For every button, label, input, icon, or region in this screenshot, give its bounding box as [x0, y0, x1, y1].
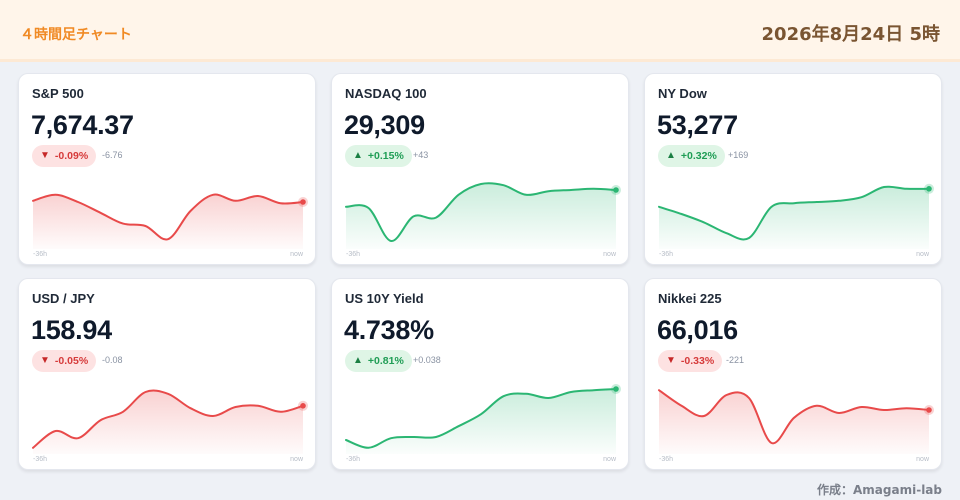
change-abs: +169 [728, 150, 749, 160]
axis-end-label: now [290, 456, 303, 463]
sparkline-line [32, 193, 304, 241]
arrow-up-icon: ▲ [666, 150, 676, 161]
last-point-dot [926, 186, 932, 192]
header-date: 2026年8月24日 5時 [761, 24, 940, 45]
axis-end-label: now [916, 456, 929, 463]
card-nikkei225[interactable]: Nikkei 225 66,016 ▼ -0.33% -221 -36h now [644, 278, 942, 470]
card-name: S&P 500 [32, 86, 84, 101]
card-grid: S&P 500 7,674.37 ▼ -0.09% -6.76 -36h now… [18, 73, 943, 470]
change-pct: +0.81% [367, 355, 404, 367]
card-nydow[interactable]: NY Dow 53,277 ▲ +0.32% +169 -36h now [644, 73, 942, 265]
sparkline-line [658, 185, 930, 241]
change-badge: ▼ -0.33% [658, 350, 723, 372]
change-pct: +0.32% [680, 150, 717, 162]
card-name: US 10Y Yield [345, 291, 424, 306]
axis-end-label: now [916, 251, 929, 258]
card-value: 4.738% [344, 315, 434, 345]
axis-start-label: -36h [659, 251, 674, 258]
sparkline-line [32, 389, 304, 449]
change-abs: -221 [726, 355, 745, 365]
card-name: NY Dow [658, 86, 707, 101]
axis-start-label: -36h [659, 456, 674, 463]
card-value: 7,674.37 [31, 110, 134, 140]
sparkline-area [659, 186, 929, 249]
sparkline-area [346, 389, 616, 454]
axis-start-label: -36h [346, 251, 361, 258]
card-name: Nikkei 225 [658, 291, 722, 306]
sparkline-chart [32, 389, 308, 454]
sparkline-chart [658, 183, 934, 249]
axis-end-label: now [603, 251, 616, 258]
card-value: 29,309 [344, 110, 425, 140]
axis-start-label: -36h [346, 456, 361, 463]
sparkline-line [345, 182, 617, 242]
axis-start-label: -36h [33, 251, 48, 258]
card-value: 66,016 [657, 315, 738, 345]
last-point-dot [613, 386, 619, 392]
change-badge: ▲ +0.81% [345, 350, 412, 372]
sparkline-chart [658, 389, 934, 454]
change-abs: -6.76 [102, 150, 123, 160]
arrow-up-icon: ▲ [353, 150, 363, 161]
sparkline-area [33, 390, 303, 454]
card-value: 53,277 [657, 110, 738, 140]
sparkline-chart [32, 193, 308, 249]
sparkline-area [659, 390, 929, 454]
change-pct: -0.33% [680, 355, 715, 367]
arrow-down-icon: ▼ [666, 355, 676, 366]
change-badge: ▲ +0.32% [658, 145, 725, 167]
change-pct: -0.09% [54, 150, 89, 162]
card-us10y-yield[interactable]: US 10Y Yield 4.738% ▲ +0.81% +0.038 -36h… [331, 278, 629, 470]
card-usdjpy[interactable]: USD / JPY 158.94 ▼ -0.05% -0.08 -36h now [18, 278, 316, 470]
page-title: ４時間足チャート [20, 27, 132, 43]
last-point-dot [613, 187, 619, 193]
last-point-dot [300, 199, 306, 205]
change-badge: ▲ +0.15% [345, 145, 412, 167]
change-pct: -0.05% [54, 355, 89, 367]
change-abs: -0.08 [102, 355, 123, 365]
last-point-dot [300, 403, 306, 409]
footer-credit: 作成：Amagami-lab [817, 483, 942, 497]
change-abs: +0.038 [413, 355, 441, 365]
change-badge: ▼ -0.09% [32, 145, 97, 167]
axis-end-label: now [290, 251, 303, 258]
card-name: USD / JPY [32, 291, 95, 306]
sparkline-area [346, 183, 616, 249]
sparkline-line [658, 389, 930, 445]
header-bar: ４時間足チャート 2026年8月24日 5時 [0, 0, 960, 62]
arrow-down-icon: ▼ [40, 355, 50, 366]
sparkline-area [33, 194, 303, 249]
change-badge: ▼ -0.05% [32, 350, 97, 372]
card-value: 158.94 [31, 315, 112, 345]
arrow-up-icon: ▲ [353, 355, 363, 366]
card-nasdaq100[interactable]: NASDAQ 100 29,309 ▲ +0.15% +43 -36h now [331, 73, 629, 265]
card-sp500[interactable]: S&P 500 7,674.37 ▼ -0.09% -6.76 -36h now [18, 73, 316, 265]
axis-end-label: now [603, 456, 616, 463]
sparkline-chart [345, 384, 621, 454]
card-name: NASDAQ 100 [345, 86, 427, 101]
sparkline-chart [345, 182, 621, 249]
change-pct: +0.15% [367, 150, 404, 162]
change-abs: +43 [413, 150, 429, 160]
last-point-dot [926, 407, 932, 413]
axis-start-label: -36h [33, 456, 48, 463]
sparkline-line [345, 388, 617, 449]
arrow-down-icon: ▼ [40, 150, 50, 161]
